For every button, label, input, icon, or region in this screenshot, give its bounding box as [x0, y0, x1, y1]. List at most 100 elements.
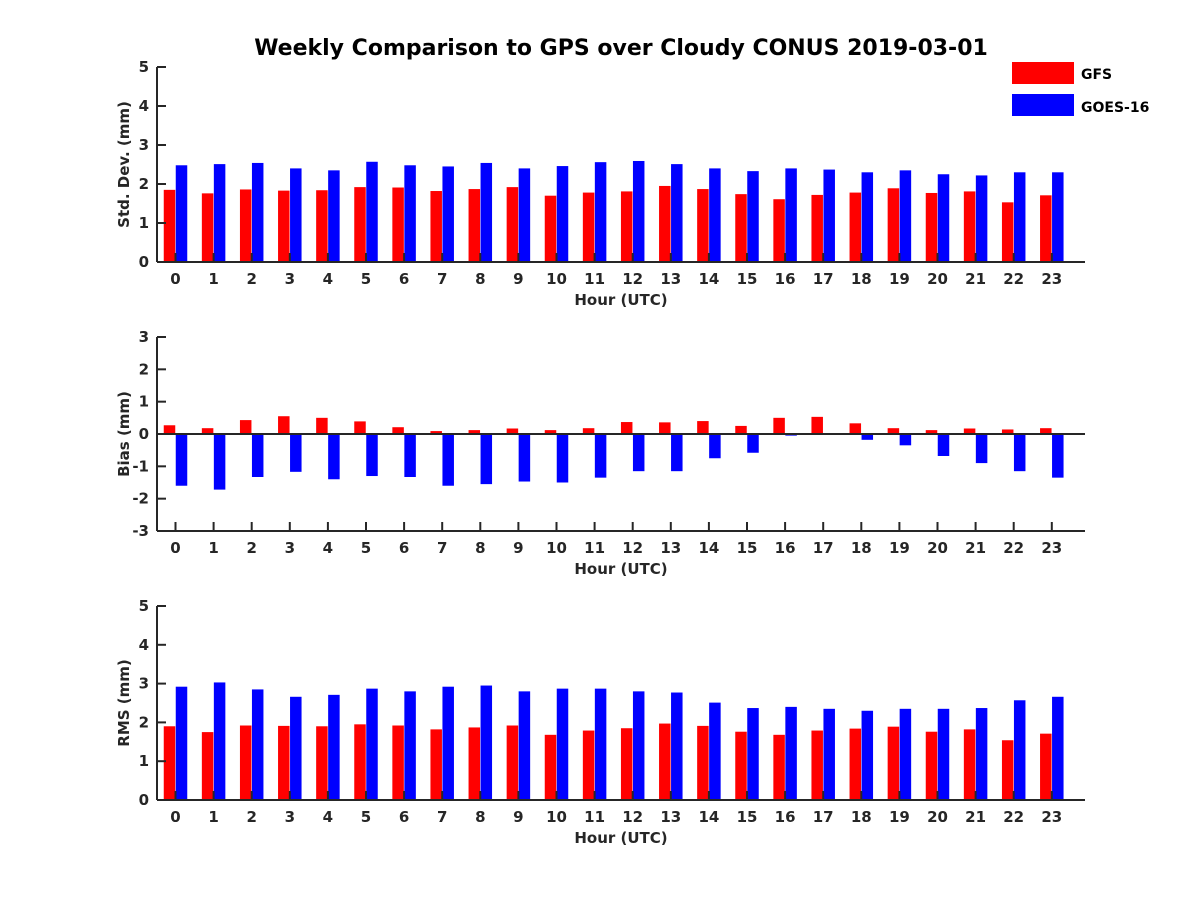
y-tick-label: 1 [139, 752, 149, 770]
x-tick-label: 12 [622, 808, 643, 826]
bar-std-dev-gfs-h18 [849, 192, 862, 262]
bar-bias-goes16-h14 [709, 434, 721, 459]
x-tick-label: 0 [170, 270, 180, 288]
x-tick-label: 22 [1003, 270, 1024, 288]
bar-bias-goes16-h11 [594, 434, 607, 478]
bar-std-dev-gfs-h5 [354, 187, 366, 262]
x-tick-label: 14 [698, 270, 719, 288]
bar-std-dev-gfs-h9 [506, 187, 519, 262]
y-tick-label: 0 [139, 791, 149, 809]
bar-bias-gfs-h4 [316, 417, 328, 434]
bar-std-dev-gfs-h0 [163, 189, 176, 262]
bar-rms-gfs-h1 [201, 732, 214, 800]
y-tick-label: 2 [139, 360, 149, 378]
bar-rms-gfs-h9 [506, 725, 519, 800]
bar-std-dev-goes16-h12 [632, 160, 645, 262]
x-tick-label: 15 [737, 808, 758, 826]
bar-std-dev-goes16-h11 [594, 162, 607, 262]
bar-bias-gfs-h9 [506, 428, 519, 434]
bar-std-dev-goes16-h4 [328, 170, 340, 262]
x-tick-label: 14 [698, 539, 719, 557]
bar-rms-gfs-h2 [239, 725, 252, 800]
bar-bias-goes16-h6 [404, 434, 416, 477]
bar-bias-gfs-h21 [963, 428, 976, 434]
x-tick-label: 1 [208, 270, 218, 288]
bar-std-dev-goes16-h22 [1013, 172, 1026, 262]
bar-std-dev-goes16-h23 [1052, 172, 1064, 262]
y-tick-label: 4 [139, 636, 149, 654]
bar-bias-goes16-h22 [1013, 434, 1026, 472]
legend-swatch-goes16 [1012, 94, 1074, 116]
bar-rms-goes16-h23 [1052, 696, 1064, 800]
bar-rms-gfs-h5 [354, 724, 366, 800]
bar-rms-gfs-h21 [963, 729, 976, 800]
bar-bias-goes16-h7 [442, 434, 454, 486]
x-tick-label: 5 [361, 808, 371, 826]
legend-label-goes16: GOES-16 [1081, 100, 1149, 116]
x-tick-label: 17 [813, 270, 834, 288]
bar-std-dev-gfs-h15 [735, 194, 747, 262]
bar-std-dev-gfs-h22 [1001, 202, 1014, 262]
x-tick-label: 6 [399, 808, 409, 826]
x-tick-label: 11 [584, 539, 605, 557]
bar-rms-gfs-h22 [1001, 740, 1014, 800]
bar-bias-goes16-h12 [632, 434, 645, 472]
x-tick-label: 3 [285, 270, 295, 288]
x-tick-label: 0 [170, 539, 180, 557]
bar-rms-goes16-h20 [937, 708, 950, 800]
bar-std-dev-goes16-h15 [747, 171, 759, 262]
bar-rms-goes16-h2 [251, 689, 264, 800]
x-tick-label: 2 [246, 539, 256, 557]
bar-rms-goes16-h3 [290, 696, 302, 800]
x-tick-label: 17 [813, 808, 834, 826]
legend-label-gfs: GFS [1081, 67, 1112, 83]
bar-std-dev-goes16-h14 [709, 168, 721, 262]
y-axis-label: Bias (mm) [115, 391, 133, 477]
bar-bias-gfs-h18 [849, 423, 862, 434]
y-tick-label: 3 [139, 328, 149, 346]
bar-rms-gfs-h7 [430, 729, 442, 800]
x-tick-label: 20 [927, 270, 948, 288]
x-tick-label: 17 [813, 539, 834, 557]
bar-bias-gfs-h8 [468, 430, 481, 434]
bar-bias-gfs-h12 [620, 422, 633, 434]
x-tick-label: 6 [399, 270, 409, 288]
bar-rms-goes16-h15 [747, 708, 759, 800]
bar-std-dev-gfs-h16 [773, 199, 785, 262]
bar-std-dev-goes16-h5 [366, 161, 378, 262]
bar-bias-goes16-h15 [747, 434, 759, 453]
x-tick-label: 18 [851, 270, 872, 288]
bar-bias-gfs-h20 [925, 430, 938, 434]
x-tick-label: 19 [889, 539, 910, 557]
x-tick-label: 16 [775, 539, 796, 557]
bar-rms-gfs-h18 [849, 728, 862, 800]
x-axis-label: Hour (UTC) [574, 291, 667, 309]
x-tick-label: 8 [475, 808, 485, 826]
bar-rms-gfs-h3 [278, 725, 290, 800]
bar-std-dev-goes16-h16 [785, 168, 797, 262]
bar-rms-goes16-h11 [594, 688, 607, 800]
x-tick-label: 9 [513, 539, 523, 557]
x-tick-label: 4 [323, 808, 333, 826]
bar-bias-gfs-h16 [773, 417, 785, 434]
bar-rms-gfs-h14 [697, 725, 709, 800]
bar-bias-goes16-h9 [518, 434, 531, 482]
x-tick-label: 1 [208, 539, 218, 557]
bar-bias-goes16-h5 [366, 434, 378, 477]
x-tick-label: 11 [584, 808, 605, 826]
bar-std-dev-gfs-h20 [925, 192, 938, 262]
x-tick-label: 13 [660, 539, 681, 557]
x-tick-label: 4 [323, 270, 333, 288]
bar-rms-goes16-h16 [785, 706, 797, 800]
bar-rms-goes16-h22 [1013, 700, 1026, 800]
bar-bias-goes16-h8 [480, 434, 493, 485]
bar-rms-gfs-h13 [659, 723, 671, 800]
x-tick-label: 7 [437, 539, 447, 557]
bar-std-dev-gfs-h4 [316, 190, 328, 262]
x-tick-label: 11 [584, 270, 605, 288]
x-tick-label: 7 [437, 808, 447, 826]
y-tick-label: 5 [139, 597, 149, 615]
x-tick-label: 3 [285, 808, 295, 826]
bar-rms-gfs-h6 [392, 725, 404, 800]
bar-rms-goes16-h12 [632, 691, 645, 800]
